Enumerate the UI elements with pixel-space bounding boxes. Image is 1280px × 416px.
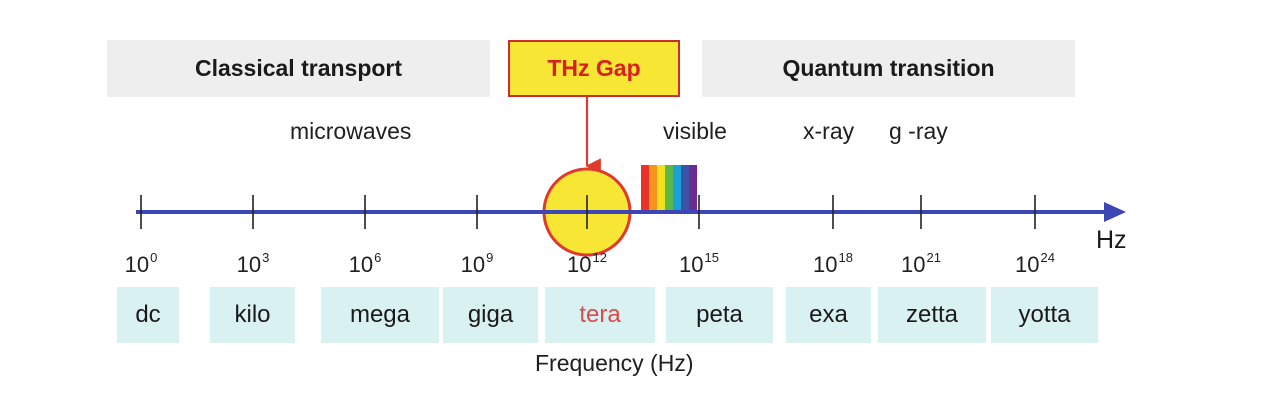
tick-label-base: 10 bbox=[901, 252, 926, 277]
spectrum-bar bbox=[665, 165, 673, 210]
classical-transport-box: Classical transport bbox=[107, 40, 490, 97]
band-label-xray: x-ray bbox=[803, 118, 855, 144]
tick-label: 1018 bbox=[813, 250, 853, 278]
axis-title: Frequency (Hz) bbox=[535, 350, 694, 376]
prefix-box-giga: giga bbox=[443, 287, 538, 343]
tick-label-base: 10 bbox=[124, 252, 150, 277]
axis-ticks bbox=[140, 195, 1036, 229]
prefix-box-dc: dc bbox=[117, 287, 179, 343]
spectrum-bar bbox=[641, 165, 649, 210]
prefix-label: zetta bbox=[905, 301, 959, 328]
quantum-transition-box: Quantum transition bbox=[702, 40, 1075, 97]
spectrum-bar bbox=[649, 165, 657, 210]
prefix-label: dc bbox=[135, 301, 161, 328]
tick-label: 109 bbox=[461, 250, 494, 278]
quantum-transition-label: Quantum transition bbox=[782, 55, 995, 81]
tick-label-base: 10 bbox=[567, 252, 592, 277]
prefix-label: tera bbox=[579, 301, 621, 328]
tick-label-exponent: 0 bbox=[150, 250, 158, 265]
axis-arrowhead bbox=[1104, 202, 1126, 222]
prefix-label: exa bbox=[809, 301, 848, 328]
tick-label-base: 10 bbox=[679, 252, 704, 277]
prefix-label: kilo bbox=[234, 301, 271, 328]
tick-label-base: 10 bbox=[1015, 252, 1040, 277]
tick-label-exponent: 9 bbox=[486, 250, 494, 265]
prefix-box-tera: tera bbox=[545, 287, 655, 343]
tick-label: 1012 bbox=[567, 250, 607, 278]
prefix-box-yotta: yotta bbox=[991, 287, 1098, 343]
spectrum-bar bbox=[681, 165, 689, 210]
tick-label: 100 bbox=[125, 250, 158, 278]
spectrum-bar bbox=[657, 165, 665, 210]
tick-label-base: 10 bbox=[813, 252, 838, 277]
tick-label-exponent: 18 bbox=[838, 250, 853, 265]
tick-label-exponent: 6 bbox=[374, 250, 382, 265]
prefix-box-mega: mega bbox=[321, 287, 439, 343]
prefix-box-exa: exa bbox=[786, 287, 871, 343]
visible-spectrum-bars bbox=[641, 165, 697, 210]
tick-label-exponent: 3 bbox=[262, 250, 270, 265]
prefix-label: peta bbox=[696, 301, 743, 328]
spectrum-bar bbox=[673, 165, 681, 210]
band-label-gray: g -ray bbox=[889, 118, 948, 144]
tick-label: 1021 bbox=[901, 250, 941, 278]
prefix-label: mega bbox=[349, 301, 411, 328]
thz-gap-box: THz Gap bbox=[508, 40, 680, 97]
tick-label: 106 bbox=[349, 250, 382, 278]
band-label-microwaves: microwaves bbox=[290, 118, 412, 144]
prefix-label: giga bbox=[467, 301, 514, 328]
classical-transport-label: Classical transport bbox=[194, 55, 403, 81]
thz-gap-label: THz Gap bbox=[547, 55, 641, 81]
prefix-box-kilo: kilo bbox=[210, 287, 295, 343]
prefix-box-zetta: zetta bbox=[878, 287, 986, 343]
spectrum-bar bbox=[689, 165, 697, 210]
band-label-visible: visible bbox=[663, 118, 727, 144]
tick-label-exponent: 24 bbox=[1040, 250, 1055, 265]
prefix-box-peta: peta bbox=[666, 287, 773, 343]
tick-label-base: 10 bbox=[236, 252, 262, 277]
tick-label-exponent: 12 bbox=[592, 250, 607, 265]
prefix-label: yotta bbox=[1018, 301, 1071, 328]
tick-label: 103 bbox=[237, 250, 270, 278]
tick-label: 1024 bbox=[1015, 250, 1055, 278]
axis-unit-label: Hz bbox=[1096, 226, 1127, 254]
tick-label-base: 10 bbox=[348, 252, 374, 277]
tick-label-base: 10 bbox=[460, 252, 486, 277]
tick-label-exponent: 21 bbox=[926, 250, 941, 265]
tick-label: 1015 bbox=[679, 250, 719, 278]
tick-label-exponent: 15 bbox=[704, 250, 719, 265]
